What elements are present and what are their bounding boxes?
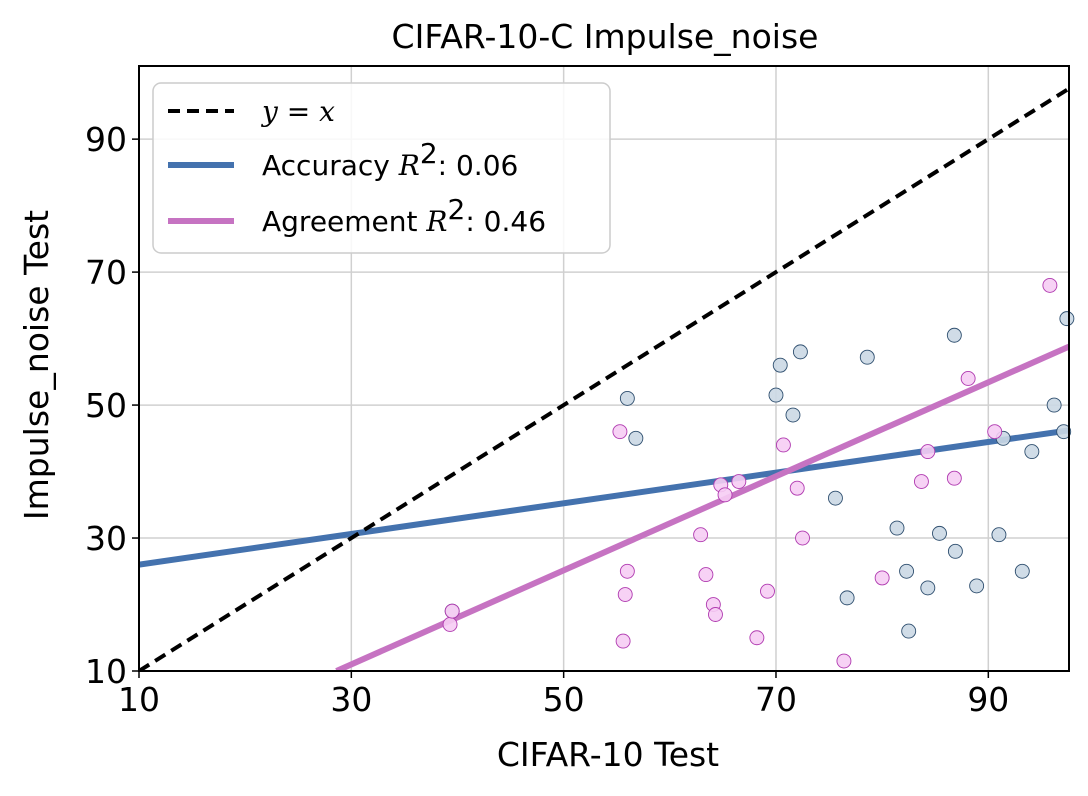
point-accuracy	[1014, 563, 1030, 579]
point-agreement	[615, 633, 631, 649]
point-agreement	[731, 474, 747, 489]
fit-lines	[139, 86, 1069, 671]
fit-line-accuracy	[139, 427, 1069, 568]
point-accuracy	[1056, 424, 1072, 440]
x-axis-label: CIFAR-10 Test	[497, 735, 719, 774]
point-agreement	[775, 437, 791, 453]
x-tick-label: 50	[543, 680, 585, 719]
legend-box	[152, 82, 611, 254]
point-agreement	[612, 424, 628, 440]
point-agreement	[836, 653, 852, 669]
fit-line-agreement	[335, 343, 1069, 671]
point-accuracy	[899, 563, 915, 579]
scatter-points	[442, 277, 1075, 669]
point-agreement	[789, 480, 805, 496]
point-agreement	[708, 607, 723, 622]
point-accuracy	[827, 490, 843, 506]
x-axis-ticks: 10 30 50 70 90	[118, 671, 1009, 719]
legend-prefix-accuracy: Accuracy	[262, 149, 399, 182]
point-accuracy	[792, 344, 808, 360]
point-accuracy	[947, 543, 963, 559]
point-agreement	[795, 530, 810, 546]
point-accuracy	[889, 520, 905, 536]
point-accuracy	[946, 327, 962, 343]
point-accuracy	[969, 578, 985, 594]
legend-sup-accuracy: 2	[420, 137, 438, 170]
point-agreement	[749, 630, 765, 646]
point-accuracy	[1024, 444, 1040, 460]
point-agreement	[442, 617, 458, 632]
point-agreement	[960, 371, 976, 386]
x-tick-label: 90	[967, 680, 1009, 719]
point-agreement	[698, 567, 714, 583]
legend-label-yx: y = x	[260, 95, 335, 128]
legend: y = x Accuracy R2: 0.06 Agreement R2: 0.…	[152, 82, 611, 254]
y-tick-label: 30	[85, 519, 127, 558]
point-agreement	[920, 444, 936, 460]
chart-title: CIFAR-10-C Impulse_noise	[392, 17, 819, 56]
legend-suffix-agreement: : 0.46	[465, 205, 546, 238]
point-accuracy	[991, 527, 1007, 543]
legend-math-yx: y = x	[260, 95, 335, 128]
point-agreement	[874, 570, 890, 586]
plot-frame	[138, 65, 1070, 672]
point-accuracy	[932, 525, 947, 541]
point-accuracy	[619, 390, 635, 406]
point-accuracy	[772, 357, 788, 373]
legend-suffix-accuracy: : 0.06	[438, 149, 519, 182]
point-accuracy	[859, 349, 875, 365]
reference-line-y-equals-x	[139, 86, 1069, 671]
point-accuracy	[768, 387, 784, 403]
point-accuracy	[901, 623, 917, 639]
legend-sup-agreement: 2	[448, 193, 466, 226]
y-axis-label: Impulse_noise Test	[17, 210, 56, 520]
point-agreement	[693, 527, 709, 543]
point-agreement	[619, 563, 635, 579]
point-agreement	[444, 603, 460, 619]
y-tick-label: 50	[85, 386, 127, 425]
point-agreement	[1042, 277, 1058, 293]
y-axis-ticks: 10 30 50 70 90	[85, 120, 139, 691]
y-tick-label: 10	[85, 652, 127, 691]
legend-math-agreement: R	[425, 205, 447, 238]
x-tick-label: 70	[755, 680, 797, 719]
point-agreement	[987, 424, 1003, 440]
point-agreement	[913, 474, 929, 489]
legend-label-accuracy: Accuracy R2: 0.06	[262, 137, 518, 182]
point-agreement	[760, 583, 775, 599]
y-tick-label: 90	[85, 120, 127, 159]
point-agreement	[617, 587, 633, 602]
point-accuracy	[628, 430, 644, 446]
point-accuracy	[920, 580, 936, 596]
point-accuracy	[1046, 397, 1062, 413]
x-tick-label: 30	[330, 680, 372, 719]
legend-math-accuracy: R	[398, 149, 420, 182]
point-accuracy	[785, 407, 801, 423]
y-tick-label: 70	[85, 253, 127, 292]
point-agreement	[946, 470, 962, 486]
point-accuracy	[1059, 311, 1075, 327]
point-agreement	[717, 487, 733, 503]
point-accuracy	[839, 590, 855, 606]
legend-prefix-agreement: Agreement	[262, 205, 426, 238]
x-tick-label: 10	[118, 680, 160, 719]
legend-label-agreement: Agreement R2: 0.46	[262, 193, 546, 238]
